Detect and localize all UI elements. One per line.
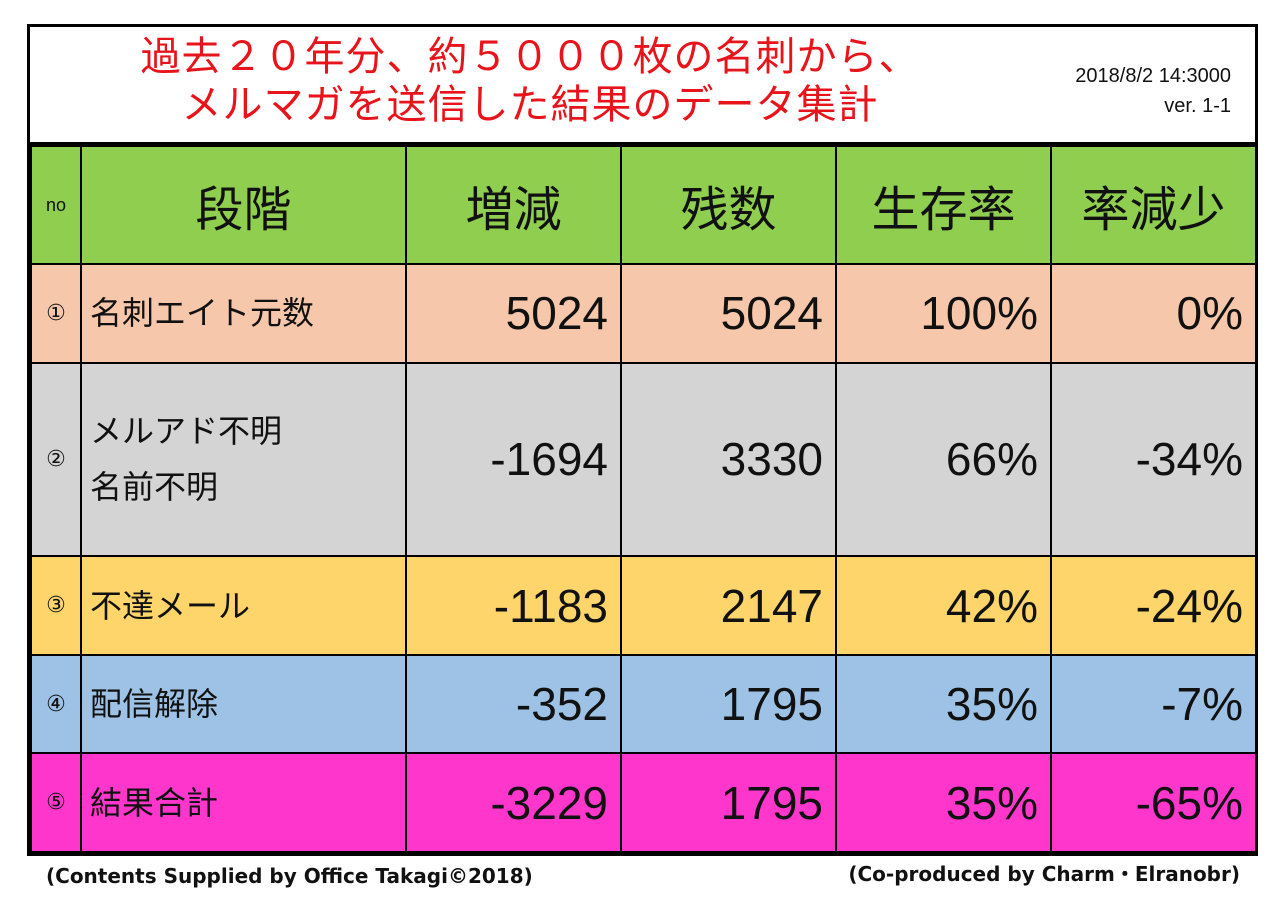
header: 過去２０年分、約５０００枚の名刺から、 メルマガを送信した結果のデータ集計 20… xyxy=(30,27,1255,145)
column-header-stage: 段階 xyxy=(80,145,407,265)
row-label: 配信解除 xyxy=(80,653,407,755)
survival-cell: 35% xyxy=(835,752,1052,853)
survival-cell: 35% xyxy=(835,653,1052,755)
column-header-remaining: 残数 xyxy=(620,145,837,265)
row-label-line: 不達メール xyxy=(90,586,251,625)
table-row: ⑤ 結果合計 -3229 1795 35% -65% xyxy=(30,752,1257,853)
row-label: 結果合計 xyxy=(80,752,407,853)
row-label-line: 結果合計 xyxy=(90,783,219,822)
page-title: 過去２０年分、約５０００枚の名刺から、 メルマガを送信した結果のデータ集計 xyxy=(80,33,980,129)
row-label: 名刺エイト元数 xyxy=(80,263,407,364)
row-number: ① xyxy=(30,263,82,364)
title-line-2: メルマガを送信した結果のデータ集計 xyxy=(181,82,879,128)
change-cell: -3229 xyxy=(405,752,622,853)
footer-credit-right: (Co-produced by Charm・Elranobr) xyxy=(848,862,1240,886)
meta-info: 2018/8/2 14:3000 ver. 1-1 xyxy=(1075,61,1231,121)
footer-credit-left: (Contents Supplied by Office Takagi©2018… xyxy=(46,864,533,888)
survival-cell: 66% xyxy=(835,361,1052,558)
decrease-cell: -7% xyxy=(1050,653,1257,755)
document-frame: 過去２０年分、約５０００枚の名刺から、 メルマガを送信した結果のデータ集計 20… xyxy=(27,24,1258,856)
row-number: ③ xyxy=(30,555,82,656)
table-row: ① 名刺エイト元数 5024 5024 100% 0% xyxy=(30,263,1257,364)
remaining-cell: 1795 xyxy=(620,752,837,853)
change-cell: -1183 xyxy=(405,555,622,656)
title-line-1: 過去２０年分、約５０００枚の名刺から、 xyxy=(140,34,920,80)
row-label: メルアド不明 名前不明 xyxy=(80,361,407,558)
row-number: ② xyxy=(30,361,82,558)
remaining-cell: 3330 xyxy=(620,361,837,558)
decrease-cell: -24% xyxy=(1050,555,1257,656)
column-header-change: 増減 xyxy=(405,145,622,265)
table-row: ② メルアド不明 名前不明 -1694 3330 66% -34% xyxy=(30,361,1257,558)
decrease-cell: -34% xyxy=(1050,361,1257,558)
row-label-line: 名前不明 xyxy=(90,468,219,507)
remaining-cell: 2147 xyxy=(620,555,837,656)
table-row: ④ 配信解除 -352 1795 35% -7% xyxy=(30,653,1257,755)
row-label-line: 配信解除 xyxy=(90,685,219,724)
change-cell: -352 xyxy=(405,653,622,755)
row-label-line: 名刺エイト元数 xyxy=(90,294,315,333)
change-cell: 5024 xyxy=(405,263,622,364)
datetime: 2018/8/2 14:3000 xyxy=(1075,65,1231,87)
row-number: ④ xyxy=(30,653,82,755)
remaining-cell: 5024 xyxy=(620,263,837,364)
table-header-row: no 段階 増減 残数 生存率 率減少 xyxy=(30,145,1257,265)
row-label: 不達メール xyxy=(80,555,407,656)
change-cell: -1694 xyxy=(405,361,622,558)
row-number: ⑤ xyxy=(30,752,82,853)
survival-cell: 100% xyxy=(835,263,1052,364)
column-header-survival: 生存率 xyxy=(835,145,1052,265)
column-header-decrease: 率減少 xyxy=(1050,145,1257,265)
decrease-cell: -65% xyxy=(1050,752,1257,853)
column-header-no: no xyxy=(30,145,82,265)
remaining-cell: 1795 xyxy=(620,653,837,755)
survival-cell: 42% xyxy=(835,555,1052,656)
version: ver. 1-1 xyxy=(1164,95,1231,117)
row-label-line: メルアド不明 xyxy=(90,412,283,451)
table-row: ③ 不達メール -1183 2147 42% -24% xyxy=(30,555,1257,656)
data-table: no 段階 増減 残数 生存率 率減少 ① 名刺エイト元数 5024 5024 … xyxy=(30,145,1257,853)
decrease-cell: 0% xyxy=(1050,263,1257,364)
